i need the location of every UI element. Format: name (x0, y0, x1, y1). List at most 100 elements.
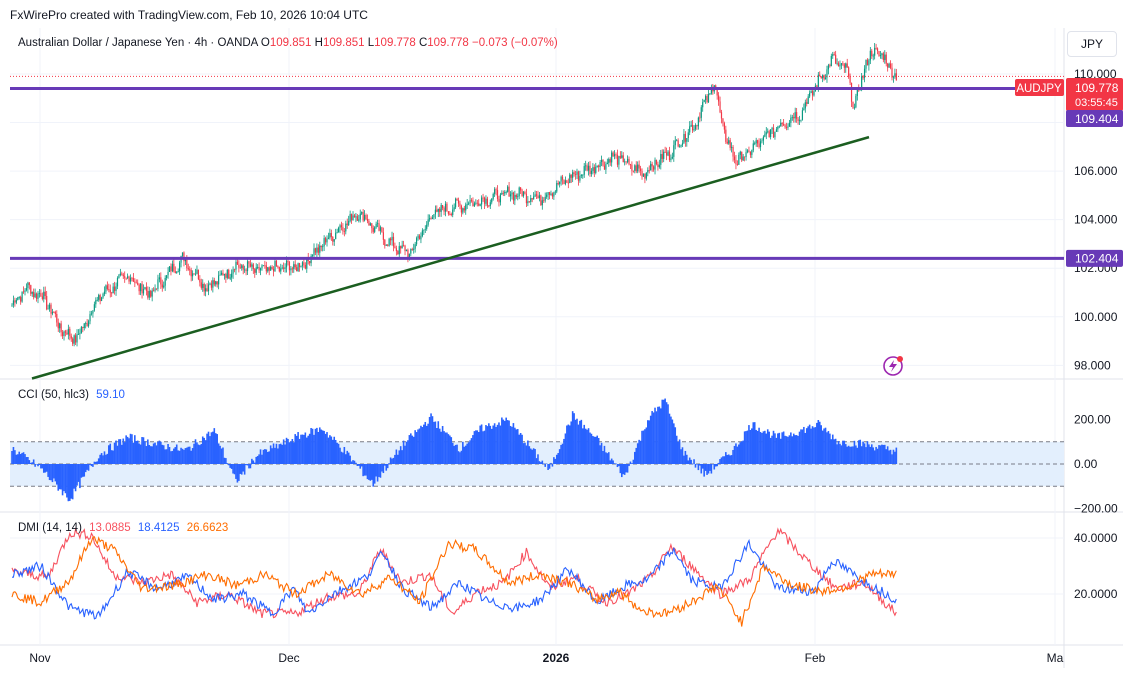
candle-body (566, 180, 568, 183)
candle-body (826, 69, 828, 78)
cci-bar (200, 444, 203, 464)
lightning-icon (889, 360, 897, 372)
candle-body (491, 198, 493, 203)
candle-body (427, 219, 429, 225)
candle-body (270, 266, 272, 271)
candle-body (335, 232, 337, 240)
cci-name[interactable]: CCI (50, hlc3) (18, 389, 89, 401)
alert-icon[interactable] (883, 356, 903, 376)
cci-bar (709, 464, 711, 471)
candle-body (806, 102, 808, 104)
candle-body (706, 96, 708, 103)
cci-bar (787, 436, 789, 464)
candle-body (362, 212, 364, 221)
cci-bar (694, 464, 697, 468)
candle-body (868, 60, 870, 66)
cci-bar (353, 460, 356, 464)
dmi-pane[interactable] (11, 527, 897, 627)
cci-bar (373, 464, 376, 484)
cci-bar (664, 398, 666, 464)
cci-bar (469, 440, 471, 464)
cci-bar (631, 463, 633, 464)
candle-body (95, 300, 97, 305)
candle-body (125, 277, 127, 279)
cci-bar (560, 444, 562, 464)
cci-bar (699, 464, 701, 466)
cci-bar (343, 447, 346, 464)
cci-bar (433, 421, 435, 464)
candle-body (478, 203, 480, 206)
candle-body (661, 154, 663, 159)
candle-body (366, 219, 369, 221)
cci-bar (391, 458, 393, 464)
candle-body (501, 192, 503, 195)
cci-bar (440, 431, 442, 464)
candle-body (583, 166, 585, 175)
candle-body (184, 259, 186, 262)
cci-bar (511, 426, 513, 464)
price-pane[interactable] (10, 42, 1064, 380)
candle-body (82, 326, 84, 328)
candle-body (153, 290, 155, 292)
dmi-name[interactable]: DMI (14, 14) (18, 522, 82, 534)
cci-bar (620, 464, 623, 478)
cci-bar (597, 437, 600, 464)
candle-body (163, 285, 165, 288)
symbol-title[interactable]: Australian Dollar / Japanese Yen · 4h · … (18, 37, 258, 49)
candle-body (340, 225, 343, 228)
currency-button[interactable]: JPY (1067, 31, 1117, 57)
cci-bar (66, 464, 68, 498)
cci-bar (579, 420, 581, 464)
cci-bar (616, 464, 619, 468)
cci-bar (492, 425, 494, 464)
candle-body (550, 193, 552, 195)
candle-body (375, 223, 377, 228)
cci-pane[interactable] (10, 398, 1064, 502)
cci-bar (693, 459, 695, 464)
candle-body (564, 180, 567, 185)
cci-bar (243, 464, 246, 475)
candle-body (632, 170, 634, 172)
cci-bar (710, 464, 713, 474)
candle-body (528, 201, 530, 203)
candle-body (164, 277, 166, 286)
candle-body (275, 260, 278, 267)
candle-body (585, 165, 587, 167)
cci-bar (638, 439, 640, 464)
upper-line-badge-bg (1066, 110, 1123, 127)
uptrend-line[interactable] (31, 135, 870, 380)
lower-line-badge-bg (1066, 249, 1123, 267)
cci-bar (554, 458, 557, 464)
cci-bar (333, 436, 336, 464)
cci-bar (42, 464, 45, 473)
cci-bar (522, 443, 525, 464)
candle-body (446, 203, 448, 212)
candle-body (171, 263, 173, 272)
cci-bar (22, 452, 25, 464)
cci-bar (352, 460, 354, 464)
candle-body (561, 176, 564, 180)
candle-body (723, 123, 725, 130)
cci-bar (301, 434, 304, 464)
cci-bar (584, 428, 587, 464)
candle-body (884, 54, 886, 61)
candle-body (206, 288, 208, 292)
candle-body (316, 247, 318, 253)
cci-bar (441, 426, 444, 464)
cci-bar (404, 445, 406, 464)
candle-body (254, 269, 256, 273)
cci-bar (165, 449, 168, 464)
cci-bar (109, 443, 112, 464)
candle-body (115, 286, 117, 291)
candle-body (394, 246, 396, 249)
candle-body (166, 275, 168, 278)
cci-bar (683, 455, 685, 464)
cci-bar (696, 464, 698, 465)
cci-bar (155, 445, 158, 464)
candle-body (61, 332, 64, 337)
cci-bar (229, 464, 231, 468)
candle-body (319, 245, 321, 253)
cci-bar (414, 430, 416, 464)
